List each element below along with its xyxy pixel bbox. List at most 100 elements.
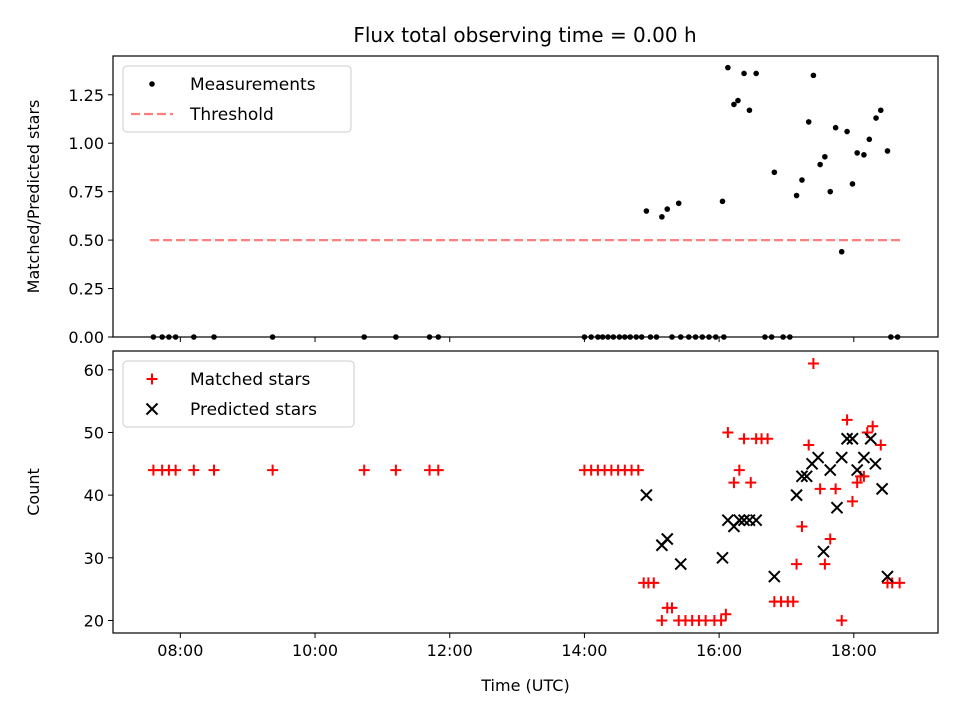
- count-point: [819, 558, 831, 570]
- count-point: [836, 614, 848, 626]
- count-point: [733, 513, 746, 527]
- ratio-point: [793, 192, 800, 199]
- ratio-point: [849, 181, 856, 187]
- ratio-point: [877, 107, 884, 114]
- ratio-point: [731, 101, 737, 108]
- ratio-point: [719, 198, 726, 205]
- count-point: [800, 470, 813, 483]
- count-point: [867, 420, 879, 432]
- ratio-point: [746, 107, 753, 114]
- ratio-point: [832, 124, 839, 131]
- count-panel: 20 30 40 50 60 08:00 10:00 12:00 14:00 16:00 18:00…: [24, 350, 939, 695]
- count-point: [358, 464, 370, 476]
- count-point: [790, 488, 803, 502]
- count-legend-box: [122, 360, 355, 428]
- ratio-point: [838, 248, 845, 255]
- count-xtick-label: 18:00: [831, 641, 877, 660]
- count-series-predicted-stars: [640, 432, 894, 583]
- ratio-point: [664, 206, 671, 212]
- count-axes-frame: [112, 350, 939, 634]
- count-legend-label: Predicted stars: [190, 400, 317, 420]
- ratio-panel: 0.00 0.25 0.50 0.75 1.00 1.25 Matched/Predicte…: [24, 55, 939, 347]
- ratio-ytick-label: 0.00: [68, 328, 104, 347]
- ratio-point: [675, 200, 682, 207]
- count-point: [824, 533, 836, 545]
- count-point: [864, 432, 877, 445]
- count-point: [881, 570, 894, 583]
- count-legend-label: Matched stars: [190, 370, 310, 390]
- count-point: [835, 451, 848, 464]
- count-point: [795, 470, 809, 483]
- count-point: [858, 470, 870, 482]
- ratio-legend: Measurements Threshold: [122, 65, 352, 133]
- ratio-point: [817, 161, 823, 168]
- count-point: [170, 464, 182, 476]
- count-series-matched-stars: [147, 358, 906, 626]
- count-point: [188, 464, 200, 476]
- count-point: [814, 483, 826, 495]
- ratio-ytick-label: 1.25: [68, 86, 104, 105]
- ratio-point: [805, 119, 812, 125]
- count-point: [857, 451, 871, 464]
- ratio-legend-swatch: [149, 81, 155, 87]
- count-point: [803, 439, 815, 451]
- count-xtick-label: 16:00: [696, 641, 742, 660]
- count-point: [737, 513, 751, 527]
- ratio-point: [866, 136, 873, 143]
- count-point: [632, 464, 644, 476]
- count-point: [869, 457, 882, 471]
- count-point: [787, 596, 799, 608]
- count-point: [666, 602, 678, 614]
- ratio-point: [873, 115, 879, 121]
- count-point: [762, 433, 774, 445]
- count-ytick-label: 20: [84, 611, 104, 630]
- count-ytick-label: 30: [84, 549, 104, 568]
- count-point: [850, 463, 864, 477]
- count-point: [846, 432, 859, 445]
- ratio-point: [844, 128, 850, 135]
- count-point: [738, 433, 750, 445]
- ratio-point: [741, 70, 747, 77]
- ratio-ytick-label: 0.50: [68, 231, 104, 250]
- ratio-point: [861, 152, 867, 158]
- count-ylabel: Count: [24, 468, 43, 516]
- count-point: [807, 358, 819, 370]
- ratio-ytick-label: 0.75: [68, 183, 104, 202]
- count-ytick-label: 40: [84, 486, 104, 505]
- count-point: [894, 577, 906, 589]
- count-xlabel: Time (UTC): [480, 676, 569, 695]
- count-point: [851, 477, 863, 489]
- count-xtick-label: 12:00: [427, 641, 473, 660]
- count-point: [728, 477, 740, 489]
- chart-title: Flux total observing time = 0.00 h: [353, 23, 696, 47]
- count-point: [768, 570, 781, 583]
- ratio-point: [799, 177, 805, 183]
- count-point: [846, 495, 858, 507]
- count-point: [648, 577, 660, 589]
- ratio-legend-label: Threshold: [189, 105, 274, 125]
- count-xtick-label: 10:00: [292, 641, 338, 660]
- count-point: [749, 513, 763, 527]
- ratio-point: [854, 150, 860, 156]
- count-point: [733, 464, 745, 476]
- count-point: [840, 432, 854, 445]
- count-point: [817, 545, 830, 558]
- ratio-point: [753, 70, 759, 77]
- ratio-ytick-label: 1.00: [68, 134, 104, 153]
- ratio-ylabel: Matched/Predicted stars: [24, 100, 43, 294]
- ratio-point: [822, 153, 828, 160]
- ratio-point: [771, 169, 778, 176]
- count-point: [875, 482, 889, 496]
- count-point: [267, 464, 279, 476]
- ratio-point: [643, 208, 650, 214]
- count-point: [745, 477, 757, 489]
- count-point: [830, 483, 842, 495]
- count-point: [716, 551, 729, 565]
- count-legend-swatch: [145, 402, 159, 416]
- ratio-point: [735, 97, 741, 104]
- count-point: [875, 439, 887, 451]
- count-xtick-label: 08:00: [157, 641, 203, 660]
- count-point: [432, 464, 444, 476]
- ratio-point: [884, 148, 891, 154]
- count-point: [674, 557, 687, 571]
